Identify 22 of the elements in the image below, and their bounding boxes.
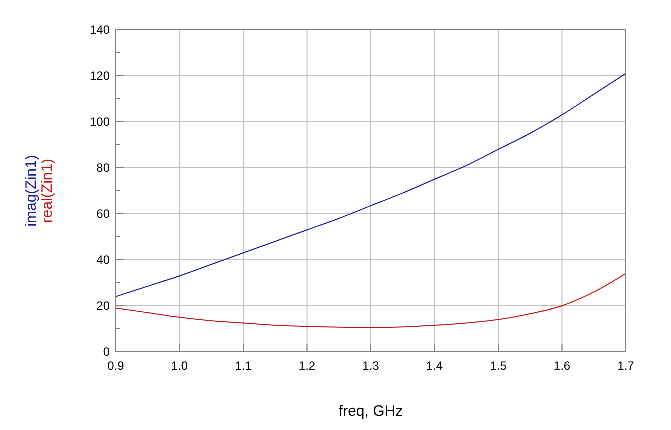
y-tick-label: 140 <box>90 23 110 37</box>
x-tick-label: 1.2 <box>298 359 316 373</box>
x-axis-title: freq, GHz <box>338 403 404 420</box>
x-tick-label: 1.0 <box>171 359 188 373</box>
y-tick-label: 120 <box>90 69 110 83</box>
x-tick-label: 1.1 <box>235 359 252 373</box>
y-tick-label: 100 <box>90 115 110 129</box>
text: imag(Zin1) <box>23 155 40 227</box>
y-tick-label: 60 <box>96 207 110 221</box>
x-tick-label: 1.3 <box>362 359 380 373</box>
x-tick-label: 0.9 <box>108 359 125 373</box>
line-series <box>116 273 626 328</box>
y-tick-label: 20 <box>96 299 110 313</box>
y-tick-label: 40 <box>96 253 110 267</box>
x-tick-label: 1.6 <box>554 359 571 373</box>
x-tick-label: 1.7 <box>618 359 635 373</box>
x-tick-label: 1.4 <box>426 359 444 373</box>
x-tick-label: 1.5 <box>490 359 508 373</box>
line-series <box>116 73 626 298</box>
text: real(Zin1) <box>39 158 56 224</box>
y-tick-label: 0 <box>103 345 110 359</box>
y-tick-label: 80 <box>96 161 110 175</box>
